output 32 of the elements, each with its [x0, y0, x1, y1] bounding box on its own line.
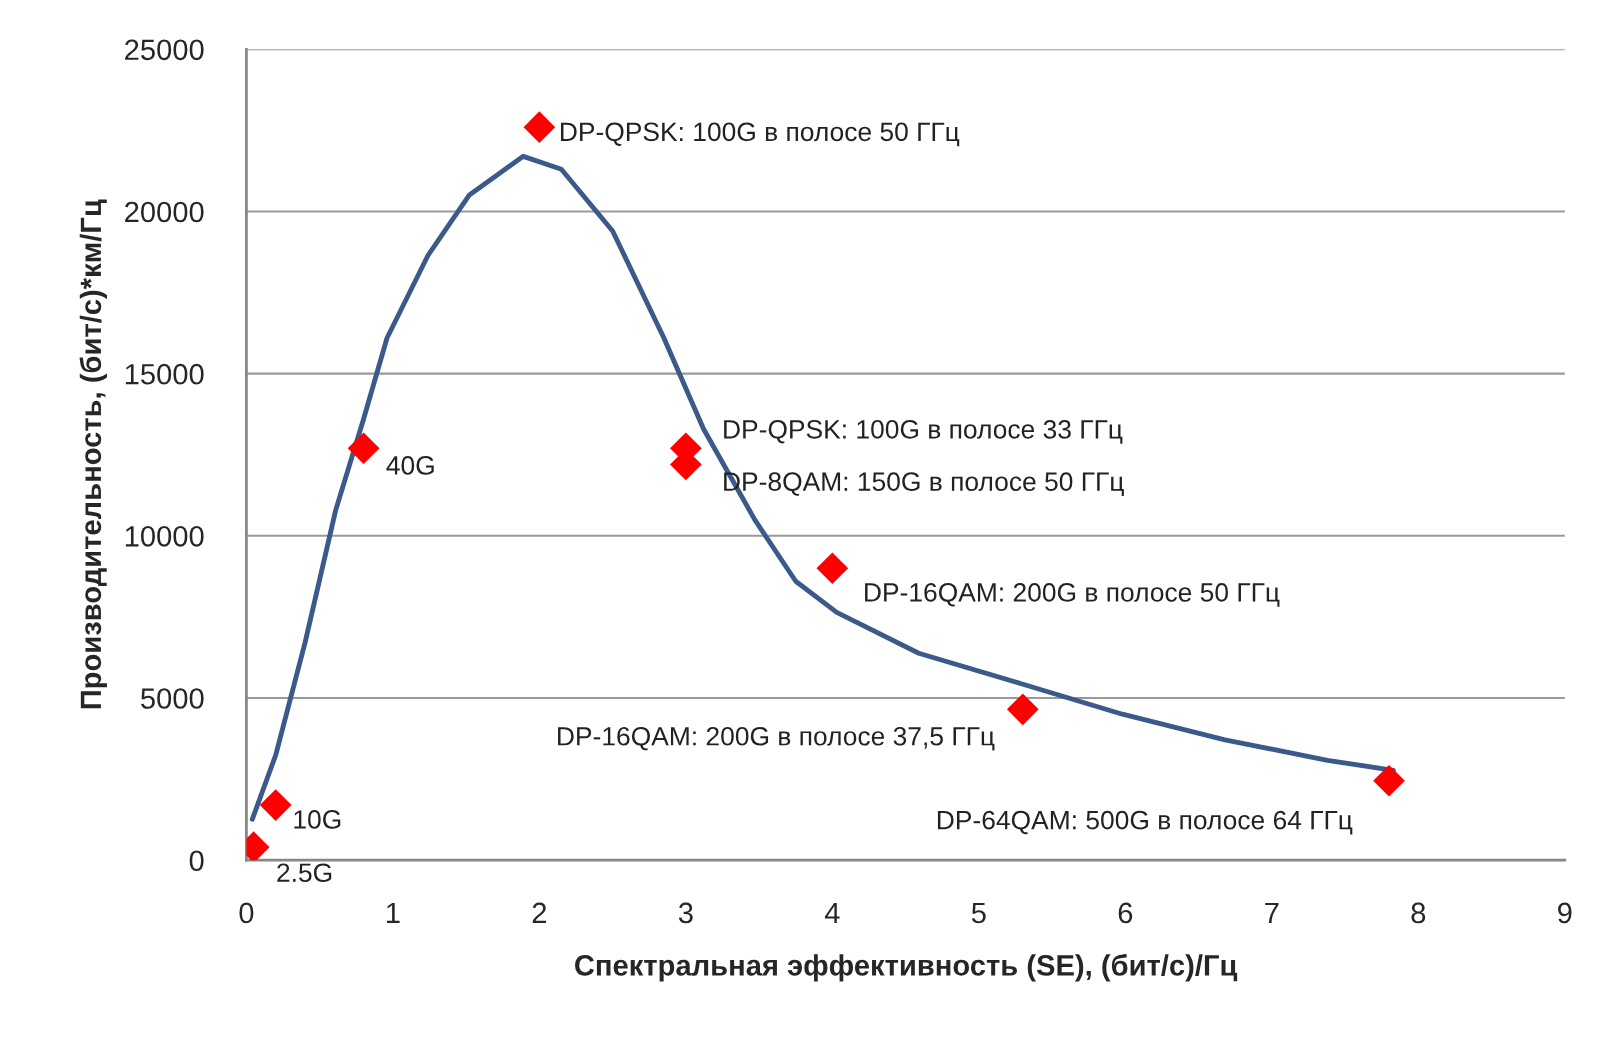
x-tick-label: 6: [1118, 902, 1133, 924]
y-tick-label: 0: [189, 850, 204, 872]
annotation: DP-QPSK: 100G в полосе 50 ГГц: [560, 122, 960, 147]
point: [816, 552, 849, 585]
x-tick-label: 9: [1558, 902, 1572, 924]
annotation: DP-64QAM: 500G в полосе 64 ГГц: [937, 810, 1353, 835]
annotation: DP-QPSK: 100G в полосе 33 ГГц: [724, 419, 1123, 444]
y-tick-label: 25000: [125, 39, 204, 61]
x-tick-label: 0: [239, 902, 254, 924]
y-axis-title: Производительность, (бит/с)*км/Гц: [79, 199, 107, 709]
point: [259, 789, 292, 821]
point: [347, 432, 380, 465]
x-axis-title: Спектральная эффективность (SE), (бит/с)/Гц: [575, 954, 1238, 982]
annotation: 10G: [294, 810, 341, 829]
annotation: DP-16QAM: 200G в полосе 37,5 ГГц: [558, 726, 995, 751]
y-tick-label: 10000: [125, 526, 204, 547]
y-tick-label: 15000: [125, 363, 204, 385]
annotation: 2.5G: [277, 863, 332, 883]
point: [523, 111, 556, 143]
annotation: DP-16QAM: 200G в полосе 50 ГГц: [865, 583, 1280, 607]
y-tick-label: 5000: [141, 688, 204, 709]
annotation: 40G: [386, 456, 434, 475]
x-tick-label: 8: [1411, 902, 1426, 924]
x-tick-label: 2: [532, 902, 547, 923]
x-tick-label: 3: [678, 902, 693, 924]
point: [1006, 693, 1039, 726]
x-tick-label: 4: [824, 902, 840, 923]
x-tick-label: 5: [971, 902, 986, 924]
y-tick-label: 20000: [125, 201, 204, 223]
point: [1373, 764, 1405, 797]
x-tick-label: 1: [387, 902, 400, 923]
x-tick-label: 7: [1265, 902, 1279, 923]
